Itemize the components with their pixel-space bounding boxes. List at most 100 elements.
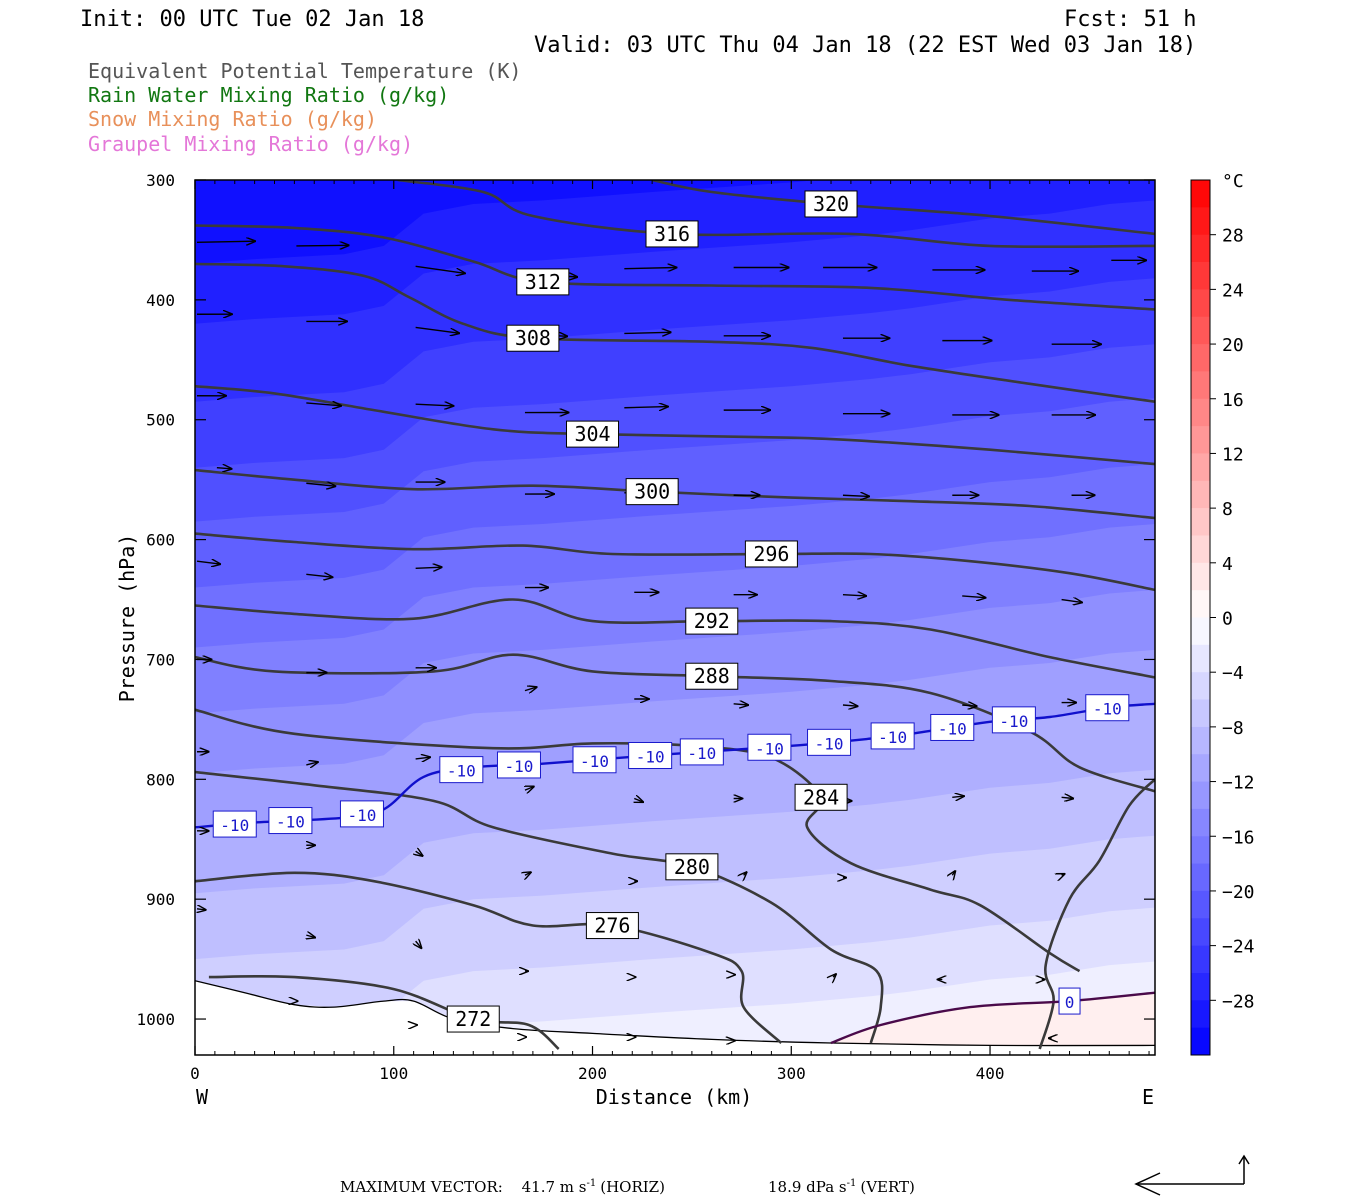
colorbar-tick-label: −12: [1222, 773, 1255, 794]
legend-graupel: Graupel Mixing Ratio (g/kg): [88, 132, 413, 156]
theta-e-line: [195, 224, 1155, 311]
vert-exp: -1: [847, 1178, 857, 1189]
x-axis-label: Distance (km): [596, 1085, 753, 1109]
svg-text:-10: -10: [687, 744, 716, 763]
colorbar-swatch: [1191, 398, 1210, 427]
x-tick-label: 100: [379, 1064, 408, 1083]
theta-e-line: [651, 180, 1155, 236]
svg-text:320: 320: [813, 192, 849, 216]
wind-vector: [415, 567, 442, 568]
colorbar: 28 24 20 16 12 8 4 0 −4 −8 −12 −16 −20 −24 −28: [1190, 179, 1255, 1056]
wind-vector: [197, 909, 206, 910]
isotherm-label: -10: [870, 722, 915, 750]
wind-vector: [962, 596, 985, 598]
svg-text:18.9 dPa s-1(VERT): 18.9 dPa s-1 (VERT): [768, 1178, 915, 1196]
wind-vector: [962, 705, 976, 706]
colorbar-swatch: [1191, 1000, 1210, 1029]
colorbar-swatch: [1191, 480, 1210, 509]
wind-vector: [415, 265, 465, 273]
theta-e-label: 276: [585, 912, 639, 940]
colorbar-swatch: [1191, 316, 1210, 345]
svg-text:276: 276: [594, 914, 630, 938]
wind-vector: [415, 326, 459, 333]
y-tick-label: 300: [146, 171, 175, 190]
svg-text:-10: -10: [999, 712, 1028, 731]
horiz-value: 41.7 m s: [522, 1178, 587, 1196]
isotherm-label: -10: [496, 751, 541, 779]
theta-e-label: 272: [446, 1005, 500, 1033]
wind-vector: [416, 851, 423, 856]
x-tick-label: 200: [578, 1064, 607, 1083]
temperature-shading: [195, 180, 1155, 1055]
svg-text:-10: -10: [755, 739, 784, 758]
wind-vector: [1062, 874, 1065, 875]
terrain-line: [195, 980, 1155, 1047]
colorbar-swatch: [1191, 180, 1210, 208]
wind-vector: [744, 872, 747, 875]
legend-theta-e: Equivalent Potential Temperature (K): [88, 59, 521, 83]
isotherm-label: -10: [930, 713, 975, 741]
theta-e-label: 288: [685, 662, 739, 690]
isotherm-label: -10: [268, 807, 313, 835]
colorbar-swatch: [1191, 207, 1210, 236]
wind-vector: [952, 871, 955, 875]
max-vector-footer: MAXIMUM VECTOR: 41.7 m s-1 (HORIZ) 18.9 d…: [340, 1178, 915, 1196]
svg-text:280: 280: [674, 855, 710, 879]
wind-vector: [833, 974, 836, 977]
colorbar-swatch: [1191, 726, 1210, 755]
isotherm-label: -10: [572, 746, 617, 774]
wind-vector: [634, 798, 643, 802]
colorbar-swatch: [1191, 808, 1210, 837]
svg-text:-10: -10: [447, 762, 476, 781]
colorbar-swatch: [1191, 973, 1210, 1001]
y-tick-label: 700: [146, 650, 175, 669]
colorbar-tick-label: −4: [1222, 663, 1244, 684]
wind-vector: [216, 468, 232, 469]
colorbar-tick-label: 20: [1222, 335, 1244, 356]
colorbar-swatch: [1191, 754, 1210, 782]
wind-vector: [842, 495, 869, 496]
terrain-fill: [195, 980, 1155, 1055]
colorbar-swatch: [1191, 863, 1210, 892]
svg-text:MAXIMUM VECTOR: 41.7 m s: MAXIMUM VECTOR: 41.7 m s-1 (HORIZ): [340, 1178, 665, 1196]
isotherm-label: -10: [1085, 694, 1130, 722]
theta-e-line: [195, 598, 1155, 679]
y-tick-label: 800: [146, 770, 175, 789]
colorbar-tick-label: −24: [1222, 937, 1255, 958]
y-tick-label: 1000: [136, 1010, 175, 1029]
y-tick-label: 900: [146, 890, 175, 909]
wind-vector: [1061, 600, 1082, 603]
vert-value: 18.9 dPa s: [768, 1178, 847, 1196]
colorbar-swatch: [1191, 890, 1210, 919]
theta-e-label: 300: [625, 478, 679, 506]
west-label: W: [196, 1085, 209, 1109]
colorbar-tick-label: −28: [1222, 991, 1255, 1012]
colorbar-tick-label: 28: [1222, 226, 1244, 247]
wind-vector: [306, 762, 318, 765]
colorbar-unit: °C: [1222, 171, 1244, 192]
y-axis-label: Pressure (hPa): [115, 534, 139, 703]
svg-text:-10: -10: [276, 813, 305, 832]
isotherm-label: -10: [679, 738, 724, 766]
wind-vector: [952, 796, 964, 797]
colorbar-swatch: [1191, 371, 1210, 400]
wind-vector: [306, 935, 315, 937]
wind-vector: [624, 332, 670, 333]
theta-e-line: [195, 708, 1081, 973]
y-tick-label: 500: [146, 411, 175, 430]
theta-e-label: 284: [794, 783, 848, 811]
vert-unit: (VERT): [860, 1178, 915, 1196]
x-tick-label: 400: [976, 1064, 1005, 1083]
wind-vector: [415, 404, 454, 406]
svg-text:272: 272: [455, 1007, 491, 1031]
y-tick-label: 400: [146, 291, 175, 310]
wind-vector: [306, 483, 335, 486]
theta-e-line: [397, 180, 1155, 249]
colorbar-tick-label: 12: [1222, 444, 1244, 465]
colorbar-swatch: [1191, 234, 1210, 263]
svg-text:288: 288: [694, 664, 730, 688]
plot-frame: [194, 179, 1156, 1056]
theta-e-line: [195, 770, 884, 1044]
svg-text:-10: -10: [580, 752, 609, 771]
